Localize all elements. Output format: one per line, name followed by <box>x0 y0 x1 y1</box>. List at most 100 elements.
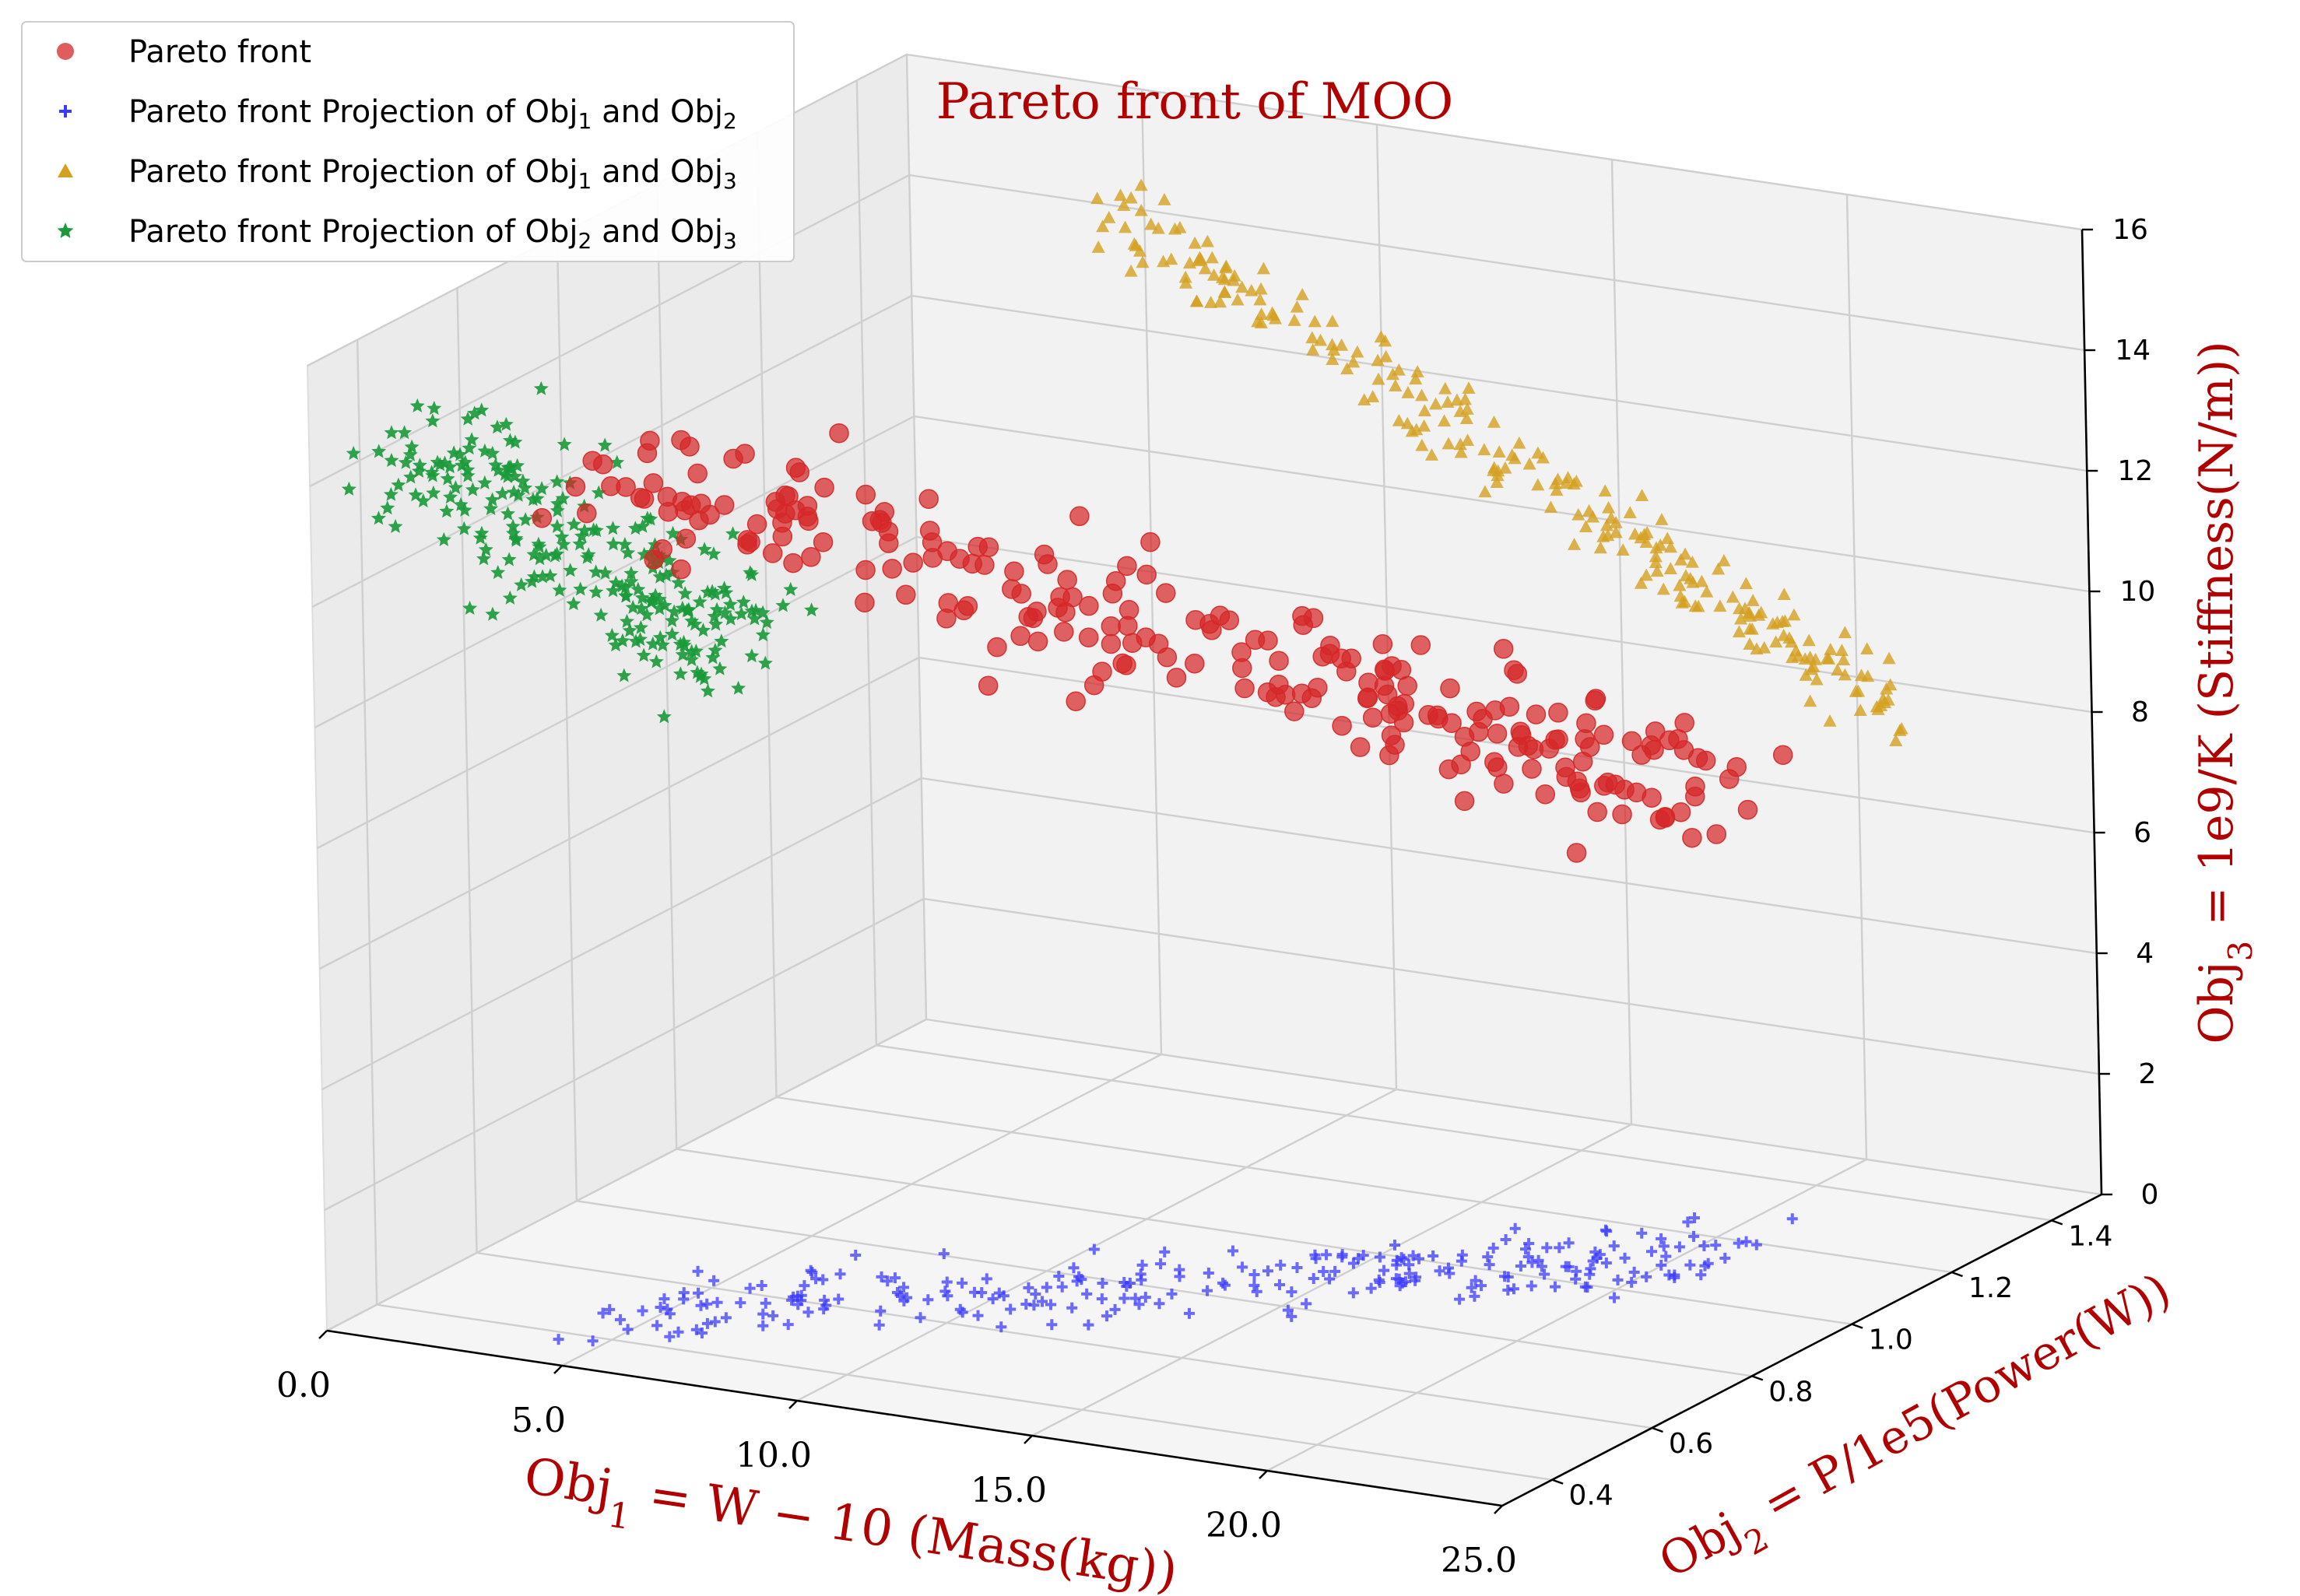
projection-point-obj1-obj2 <box>938 1248 950 1260</box>
legend-label-sub1: 1 <box>578 168 592 194</box>
projection-point-obj2-obj3 <box>625 599 641 614</box>
projection-point-obj1-obj2 <box>788 1291 799 1303</box>
projection-point-obj2-obj3 <box>573 581 588 596</box>
projection-point-obj1-obj3 <box>1215 271 1230 283</box>
x-tick-label: 0.0 <box>276 1366 331 1405</box>
projection-point-obj1-obj3 <box>1491 468 1505 482</box>
projection-point-obj2-obj3 <box>371 444 387 458</box>
projection-point-obj1-obj2 <box>1673 1241 1685 1253</box>
projection-point-obj2-obj3 <box>717 581 732 595</box>
pareto-front-point <box>1587 802 1607 823</box>
pareto-front-point <box>1357 687 1378 707</box>
projection-point-obj1-obj3 <box>1136 255 1150 268</box>
projection-point-obj2-obj3 <box>460 411 476 426</box>
projection-point-obj2-obj3 <box>501 552 517 566</box>
projection-point-obj2-obj3 <box>430 454 445 469</box>
projection-point-obj1-obj2 <box>1066 1302 1078 1314</box>
pareto-front-point <box>1027 631 1048 652</box>
projection-point-obj1-obj3 <box>1490 475 1504 489</box>
projection-point-obj1-obj3 <box>1777 588 1791 601</box>
projection-point-obj2-obj3 <box>684 613 700 628</box>
projection-point-obj1-obj2 <box>1275 1259 1287 1271</box>
projection-point-obj2-obj3 <box>648 654 664 668</box>
grid-line-x-floor <box>796 1088 1397 1402</box>
pareto-front-point <box>814 477 834 498</box>
projection-point-obj2-obj3 <box>723 611 739 626</box>
pareto-front-point <box>813 531 834 552</box>
projection-point-obj1-obj3 <box>1639 535 1653 549</box>
projection-point-obj1-obj2 <box>1599 1224 1611 1236</box>
pareto-front-point <box>1522 759 1542 779</box>
projection-point-obj1-obj3 <box>1571 507 1585 521</box>
projection-point-obj2-obj3 <box>411 463 427 478</box>
projection-point-obj1-obj3 <box>1893 724 1907 736</box>
projection-point-obj2-obj3 <box>416 493 431 508</box>
projection-point-obj1-obj3 <box>1182 256 1197 269</box>
projection-point-obj1-obj2 <box>891 1287 903 1299</box>
pareto-front-point <box>1231 642 1252 662</box>
projection-point-obj1-obj3 <box>1460 402 1474 415</box>
projection-point-obj2-obj3 <box>424 465 440 479</box>
projection-point-obj1-obj2 <box>1508 1283 1519 1295</box>
projection-point-obj2-obj3 <box>588 564 604 579</box>
projection-point-obj1-obj3 <box>1739 577 1753 590</box>
z-tick-label: 14 <box>2115 335 2151 367</box>
x-tick-label: 5.0 <box>511 1401 566 1440</box>
projection-point-obj1-obj3 <box>1655 513 1669 525</box>
z-tick-label: 12 <box>2117 455 2153 487</box>
pareto-front-point <box>1548 703 1568 723</box>
pareto-front-point <box>723 448 743 469</box>
projection-point-obj1-obj2 <box>1088 1243 1100 1255</box>
projection-point-obj1-obj2 <box>1698 1240 1710 1251</box>
projection-point-obj1-obj2 <box>1133 1299 1145 1310</box>
grid-line-z-side <box>311 294 912 609</box>
projection-point-obj1-obj3 <box>1410 423 1424 436</box>
projection-point-obj1-obj2 <box>1068 1262 1080 1274</box>
projection-point-obj1-obj2 <box>1286 1286 1297 1298</box>
projection-point-obj1-obj3 <box>1650 564 1664 577</box>
projection-point-obj1-obj3 <box>1757 640 1772 654</box>
pareto-front-point <box>1291 683 1312 703</box>
projection-point-obj1-obj3 <box>1151 221 1165 234</box>
grid-line-z-back <box>908 174 2085 352</box>
z-axis-label: Obj3 = 1e9/K (Stiffness(N/m)) <box>2189 341 2260 1044</box>
projection-point-obj1-obj3 <box>1870 700 1884 713</box>
projection-point-obj1-obj2 <box>792 1299 804 1310</box>
grid-line-z-side <box>324 897 925 1212</box>
projection-point-obj1-obj2 <box>1584 1268 1596 1280</box>
pareto-front-point <box>1510 721 1531 742</box>
projection-point-obj1-obj2 <box>1636 1227 1648 1239</box>
projection-point-obj1-obj3 <box>1568 538 1582 550</box>
projection-point-obj1-obj3 <box>1598 484 1612 497</box>
legend-label-base: Pareto front Projection of Obj <box>128 154 578 190</box>
projection-point-obj1-obj3 <box>1454 445 1468 458</box>
projection-point-obj1-obj2 <box>672 1326 684 1338</box>
projection-point-obj1-obj3 <box>1660 531 1674 545</box>
projection-point-obj1-obj3 <box>1854 668 1869 682</box>
projection-point-obj1-obj3 <box>1350 345 1364 358</box>
projection-point-obj1-obj3 <box>1593 541 1607 554</box>
projection-point-obj1-obj2 <box>1400 1276 1412 1288</box>
grid-line-z-back <box>918 656 2095 834</box>
projection-point-obj1-obj2 <box>1036 1296 1048 1307</box>
projection-point-obj2-obj3 <box>443 489 458 504</box>
projection-point-obj1-obj2 <box>735 1297 746 1309</box>
x-axis-label-base: Obj <box>521 1447 616 1517</box>
projection-point-obj2-obj3 <box>572 536 588 551</box>
projection-point-obj1-obj3 <box>1561 471 1575 483</box>
projection-point-obj2-obj3 <box>783 581 799 596</box>
projection-point-obj2-obj3 <box>500 468 515 483</box>
projection-point-obj1-obj2 <box>1541 1242 1553 1254</box>
projection-point-obj1-obj3 <box>1477 443 1491 456</box>
projection-point-obj2-obj3 <box>460 468 476 482</box>
projection-point-obj1-obj3 <box>1505 448 1519 461</box>
projection-point-obj2-obj3 <box>535 569 550 584</box>
projection-point-obj1-obj2 <box>1282 1304 1294 1316</box>
projection-point-obj1-obj3 <box>1251 314 1265 328</box>
projection-point-obj1-obj2 <box>1710 1240 1722 1251</box>
projection-point-obj2-obj3 <box>748 602 764 617</box>
projection-point-obj2-obj3 <box>597 437 613 452</box>
pareto-front-point <box>974 555 995 575</box>
y-tick-mark <box>1751 1375 1764 1381</box>
projection-point-obj1-obj3 <box>1787 608 1801 621</box>
